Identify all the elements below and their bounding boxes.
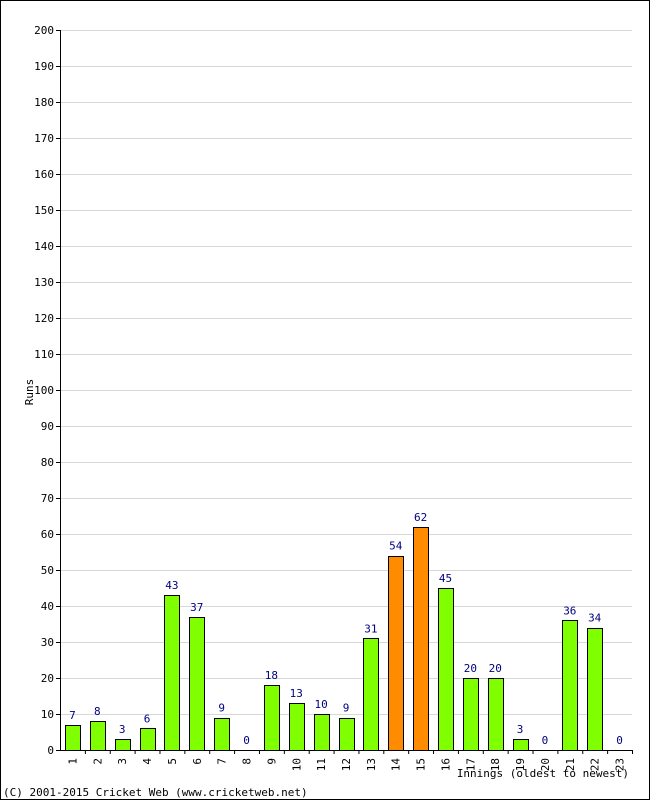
y-tick-label: 10 bbox=[41, 708, 54, 721]
y-tick-label: 130 bbox=[34, 276, 54, 289]
data-label: 18 bbox=[265, 669, 278, 682]
labels: 0102030405060708090100110120130140150160… bbox=[34, 24, 626, 771]
x-tick-label: 17 bbox=[464, 758, 477, 771]
y-tick-label: 100 bbox=[34, 384, 54, 397]
y-tick-label: 140 bbox=[34, 240, 54, 253]
bar bbox=[314, 714, 330, 751]
x-tick-label: 5 bbox=[166, 758, 179, 765]
bar bbox=[388, 556, 404, 751]
data-label: 7 bbox=[69, 709, 76, 722]
bar bbox=[264, 685, 280, 751]
bar bbox=[363, 638, 379, 751]
bar bbox=[587, 628, 603, 751]
y-tick-label: 0 bbox=[47, 744, 54, 757]
x-tick-label: 10 bbox=[290, 758, 303, 771]
bar bbox=[90, 721, 106, 751]
x-tick-label: 19 bbox=[514, 758, 527, 771]
bar bbox=[115, 739, 131, 751]
bar bbox=[189, 617, 205, 751]
x-tick-label: 4 bbox=[141, 758, 154, 765]
x-tick-label: 16 bbox=[439, 758, 452, 771]
y-tick-label: 60 bbox=[41, 528, 54, 541]
bar bbox=[289, 703, 305, 751]
x-tick-label: 7 bbox=[216, 758, 229, 765]
bar bbox=[413, 527, 429, 751]
y-tick-label: 70 bbox=[41, 492, 54, 505]
bar bbox=[488, 678, 504, 751]
x-tick-label: 15 bbox=[415, 758, 428, 771]
copyright-text: (C) 2001-2015 Cricket Web (www.cricketwe… bbox=[3, 786, 308, 799]
y-tick-label: 50 bbox=[41, 564, 54, 577]
x-tick-label: 14 bbox=[390, 758, 403, 772]
x-tick-label: 23 bbox=[614, 758, 627, 771]
x-tick-label: 8 bbox=[241, 758, 254, 765]
data-label: 9 bbox=[343, 702, 350, 715]
x-tick-label: 22 bbox=[589, 758, 602, 771]
bar bbox=[438, 588, 454, 751]
data-label: 3 bbox=[517, 723, 524, 736]
data-label: 31 bbox=[364, 622, 377, 635]
y-tick-label: 20 bbox=[41, 672, 54, 685]
bar bbox=[65, 725, 81, 751]
y-tick-label: 170 bbox=[34, 132, 54, 145]
data-label: 45 bbox=[439, 572, 452, 585]
x-tick-label: 12 bbox=[340, 758, 353, 771]
x-tick-label: 21 bbox=[564, 758, 577, 771]
x-tick-label: 18 bbox=[489, 758, 502, 771]
y-tick-label: 80 bbox=[41, 456, 54, 469]
data-label: 20 bbox=[489, 662, 502, 675]
x-tick-label: 11 bbox=[315, 758, 328, 771]
x-tick-label: 6 bbox=[191, 758, 204, 765]
data-label: 54 bbox=[389, 540, 403, 553]
data-label: 6 bbox=[144, 712, 151, 725]
data-label: 43 bbox=[165, 579, 178, 592]
bar bbox=[463, 678, 479, 751]
y-tick-label: 180 bbox=[34, 96, 54, 109]
data-label: 13 bbox=[290, 687, 303, 700]
axes bbox=[56, 30, 633, 754]
data-label: 9 bbox=[218, 702, 225, 715]
y-axis-title: Runs bbox=[23, 379, 36, 406]
data-label: 8 bbox=[94, 705, 101, 718]
y-tick-label: 160 bbox=[34, 168, 54, 181]
data-label: 36 bbox=[563, 604, 576, 617]
x-tick-label: 3 bbox=[116, 758, 129, 765]
x-axis-title: Innings (oldest to newest) bbox=[457, 767, 629, 780]
x-tick-label: 2 bbox=[91, 758, 104, 765]
bar bbox=[339, 718, 355, 751]
bar bbox=[562, 620, 578, 751]
y-tick-label: 120 bbox=[34, 312, 54, 325]
bar bbox=[140, 728, 156, 751]
grid-lines bbox=[60, 30, 632, 715]
x-tick-label: 13 bbox=[365, 758, 378, 771]
data-label: 20 bbox=[464, 662, 477, 675]
x-tick-label: 1 bbox=[66, 758, 79, 765]
y-tick-label: 110 bbox=[34, 348, 54, 361]
y-tick-label: 90 bbox=[41, 420, 54, 433]
data-label: 0 bbox=[542, 734, 549, 747]
data-label: 3 bbox=[119, 723, 126, 736]
y-tick-label: 190 bbox=[34, 60, 54, 73]
data-label: 10 bbox=[315, 698, 328, 711]
data-label: 0 bbox=[616, 734, 623, 747]
y-tick-label: 40 bbox=[41, 600, 54, 613]
bar bbox=[214, 718, 230, 751]
y-tick-label: 200 bbox=[34, 24, 54, 37]
x-tick-label: 20 bbox=[539, 758, 552, 771]
y-tick-label: 150 bbox=[34, 204, 54, 217]
data-label: 34 bbox=[588, 612, 602, 625]
bar bbox=[513, 739, 529, 751]
data-label: 62 bbox=[414, 511, 427, 524]
y-tick-label: 30 bbox=[41, 636, 54, 649]
bar bbox=[164, 595, 180, 751]
data-label: 0 bbox=[243, 734, 250, 747]
data-label: 37 bbox=[190, 601, 203, 614]
x-tick-label: 9 bbox=[265, 758, 278, 765]
